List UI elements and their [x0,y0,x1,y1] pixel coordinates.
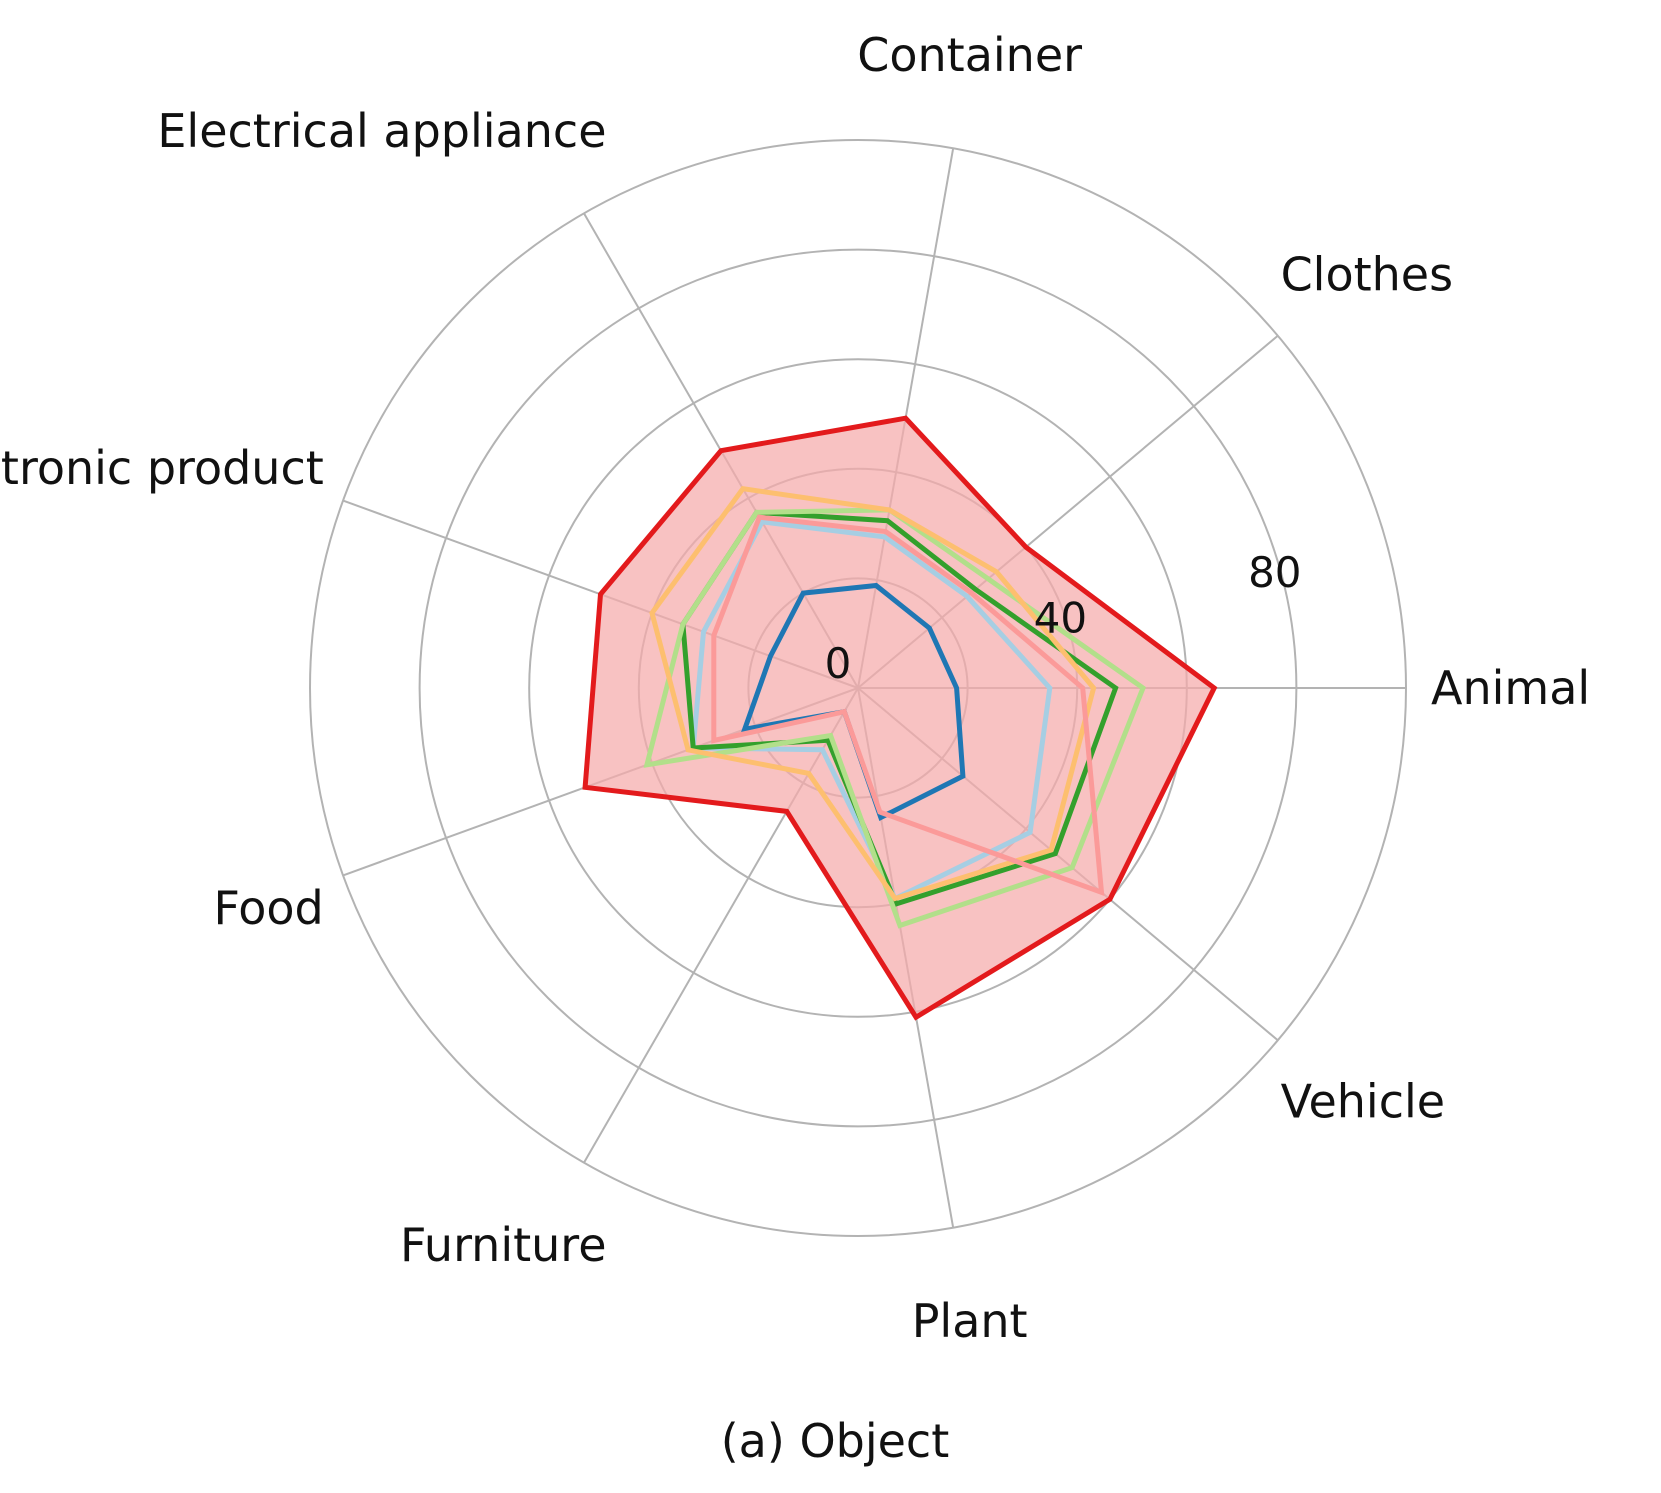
category-label: Animal [1431,661,1590,715]
series-line-1 [740,582,966,822]
series-line-3 [680,509,1119,907]
radial-tick-label: 40 [1034,593,1087,642]
category-label: Plant [912,1294,1028,1348]
radar-series-layer [582,415,1218,1021]
radial-tick-label: 0 [825,639,852,688]
series-line-4 [643,507,1147,929]
series-line-6 [711,514,1105,896]
category-label: Furniture [400,1218,607,1272]
category-label: Food [213,881,323,935]
category-label: Vehicle [1281,1074,1446,1128]
series-line-5 [649,486,1097,902]
series-line-7 [582,415,1218,1021]
chart-caption: (a) Object [721,1414,950,1468]
category-label: Electronic product [0,441,324,495]
category-label: Clothes [1281,248,1454,302]
series-line-2 [690,519,1053,902]
radar-labels: 0 40 80 Animal Clothes Container Electrical ap… [0,28,1590,1348]
category-label: Container [857,28,1082,82]
category-label: Electrical appliance [157,104,606,158]
radial-tick-label: 80 [1248,548,1301,597]
